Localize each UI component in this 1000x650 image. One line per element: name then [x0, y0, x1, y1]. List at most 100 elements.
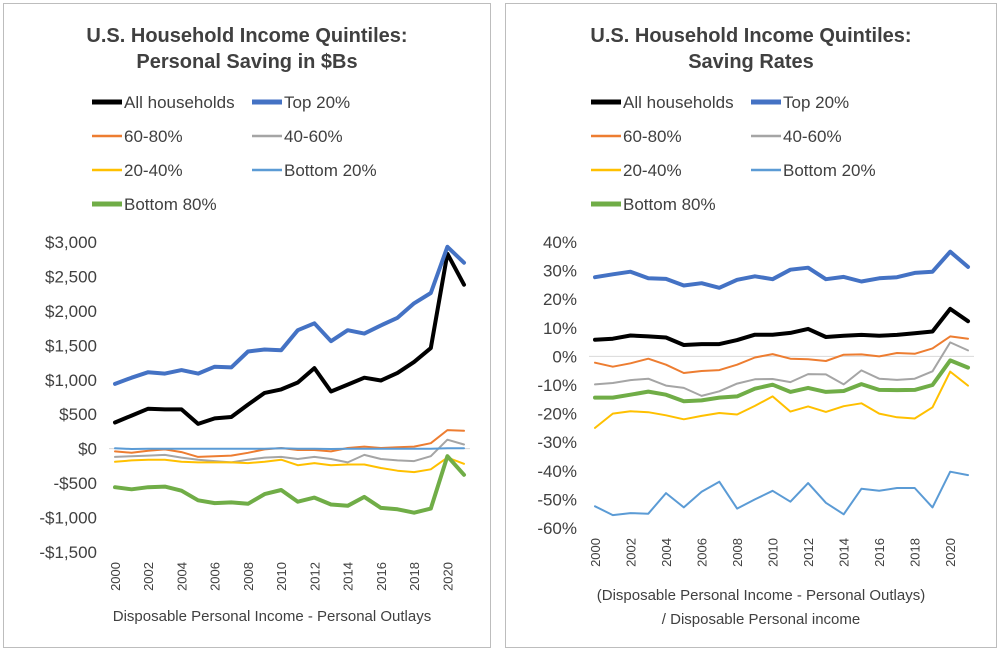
chart-panel-personal-saving: U.S. Household Income Quintiles: Persona…: [3, 3, 491, 648]
legend-label: 40-60%: [783, 127, 842, 146]
x-tick-label: 2008: [730, 538, 745, 567]
series-line-top-20: [113, 244, 466, 386]
x-tick-label: 2008: [241, 562, 256, 591]
x-tick-label: 2000: [588, 538, 603, 567]
x-tick-label: 2004: [174, 562, 189, 591]
x-tick-label: 2012: [801, 538, 816, 567]
chart-title: U.S. Household Income Quintiles:: [86, 25, 407, 47]
x-tick-label: 2020: [943, 538, 958, 567]
y-axis: $3,000 $2,500 $2,000 $1,500 $1,000 $500 $0 -$50…: [39, 233, 97, 562]
series-line-all-households: [593, 306, 970, 347]
legend-item-top-20: Top 20%: [252, 93, 350, 112]
x-tick-label: 2014: [837, 538, 852, 567]
y-tick-label: 10%: [543, 319, 577, 338]
legend-item-all-households: All households: [591, 93, 734, 112]
legend-label: 20-40%: [623, 161, 682, 180]
x-tick-label: 2006: [208, 562, 223, 591]
y-tick-label: 30%: [543, 262, 577, 281]
series-line-bottom-20: [114, 447, 465, 450]
series-line-60-80: [594, 335, 969, 374]
x-tick-label: 2016: [872, 538, 887, 567]
y-tick-label: $2,500: [45, 267, 97, 286]
x-tick-label: 2002: [624, 538, 639, 567]
legend-label: Top 20%: [284, 93, 350, 112]
y-tick-label: 20%: [543, 290, 577, 309]
series-line-top-20: [593, 249, 970, 290]
y-tick-label: -60%: [537, 519, 577, 538]
y-tick-label: $0: [78, 440, 97, 459]
x-axis-label-line2: / Disposable Personal income: [662, 611, 860, 628]
series-line-20-40: [114, 456, 465, 474]
chart-panel-saving-rates: U.S. Household Income Quintiles: Saving …: [505, 3, 997, 648]
legend-label: All households: [124, 93, 235, 112]
legend-item-20-40: 20-40%: [591, 161, 682, 180]
x-tick-label: 2004: [659, 538, 674, 567]
y-tick-label: -30%: [537, 433, 577, 452]
x-axis: 2000 2002 2004 2006 2008 2010 2012 2014 2016 2018…: [588, 538, 958, 567]
x-tick-label: 2000: [108, 562, 123, 591]
series-line-20-40: [594, 370, 969, 429]
legend-item-60-80: 60-80%: [92, 127, 183, 146]
legend-item-bottom-80: Bottom 80%: [92, 195, 217, 214]
x-tick-label: 2012: [307, 562, 322, 591]
y-tick-label: 40%: [543, 233, 577, 252]
x-tick-label: 2016: [374, 562, 389, 591]
legend-label: Bottom 80%: [124, 195, 217, 214]
y-tick-label: -$1,000: [39, 509, 97, 528]
legend-item-60-80: 60-80%: [591, 127, 682, 146]
x-tick-label: 2018: [908, 538, 923, 567]
x-tick-label: 2002: [141, 562, 156, 591]
legend-item-bottom-20: Bottom 20%: [751, 161, 876, 180]
x-tick-label: 2014: [341, 562, 356, 591]
legend-label: 20-40%: [124, 161, 183, 180]
series-line-60-80: [114, 429, 465, 458]
y-tick-label: -$500: [54, 474, 97, 493]
chart-subtitle: Personal Saving in $Bs: [136, 51, 357, 73]
legend-label: 40-60%: [284, 127, 343, 146]
saving-rates-chart: U.S. Household Income Quintiles: Saving …: [537, 25, 974, 628]
legend-label: Bottom 20%: [284, 161, 377, 180]
x-tick-label: 2010: [274, 562, 289, 591]
y-axis: 40% 30% 20% 10% 0% -10% -20% -30% -40% -50% -60%: [537, 233, 577, 538]
series-line-all-households: [113, 251, 466, 426]
x-axis-label: (Disposable Personal Income - Personal O…: [597, 587, 925, 604]
y-tick-label: -50%: [537, 490, 577, 509]
chart-title: U.S. Household Income Quintiles:: [590, 25, 911, 47]
y-tick-label: $1,500: [45, 336, 97, 355]
y-tick-label: $1,000: [45, 371, 97, 390]
legend-item-40-60: 40-60%: [252, 127, 343, 146]
legend-label: 60-80%: [623, 127, 682, 146]
series-line-bottom-80: [113, 454, 466, 515]
x-tick-label: 2018: [407, 562, 422, 591]
x-axis-label: Disposable Personal Income - Personal Ou…: [113, 608, 432, 625]
legend-item-all-households: All households: [92, 93, 235, 112]
y-tick-label: $2,000: [45, 302, 97, 321]
legend-label: Top 20%: [783, 93, 849, 112]
plot-area: [593, 249, 970, 517]
y-tick-label: -$1,500: [39, 543, 97, 562]
legend-item-20-40: 20-40%: [92, 161, 183, 180]
legend-label: 60-80%: [124, 127, 183, 146]
legend: All households Top 20% 60-80% 40-60% 20-40% B…: [591, 93, 876, 214]
series-line-bottom-20: [594, 470, 969, 517]
y-tick-label: -20%: [537, 405, 577, 424]
legend: All households Top 20% 60-80% 40-60% 20-40% B…: [92, 93, 377, 214]
series-line-40-60: [594, 341, 969, 397]
series-line-40-60: [114, 438, 465, 464]
legend-item-bottom-80: Bottom 80%: [591, 195, 716, 214]
y-tick-label: -10%: [537, 376, 577, 395]
x-tick-label: 2006: [695, 538, 710, 567]
y-tick-label: $500: [59, 405, 97, 424]
personal-saving-chart: U.S. Household Income Quintiles: Persona…: [39, 25, 470, 625]
y-tick-label: -40%: [537, 462, 577, 481]
x-tick-label: 2010: [766, 538, 781, 567]
legend-item-top-20: Top 20%: [751, 93, 849, 112]
legend-label: Bottom 20%: [783, 161, 876, 180]
chart-subtitle: Saving Rates: [688, 51, 814, 73]
legend-label: All households: [623, 93, 734, 112]
series-line-bottom-80: [593, 358, 970, 404]
y-tick-label: $3,000: [45, 233, 97, 252]
x-tick-label: 2020: [440, 562, 455, 591]
x-axis: 2000 2002 2004 2006 2008 2010 2012 2014 2016 2018…: [108, 562, 455, 591]
legend-item-40-60: 40-60%: [751, 127, 842, 146]
